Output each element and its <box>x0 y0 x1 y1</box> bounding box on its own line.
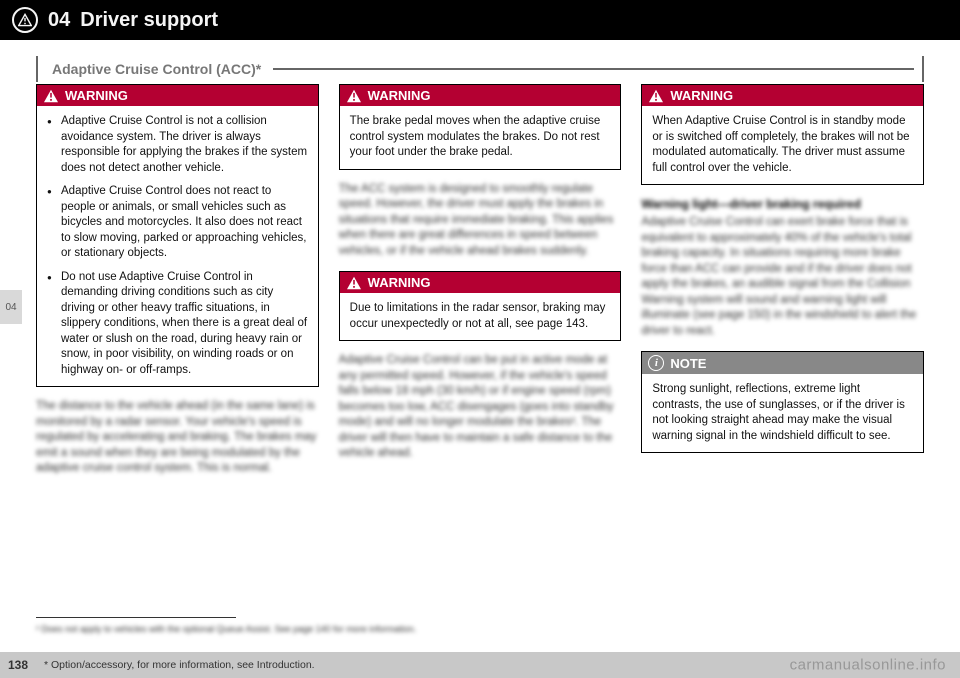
chapter-number: 04 <box>48 9 70 32</box>
subheading: Warning light—driver braking required <box>641 197 924 211</box>
info-icon: i <box>648 355 664 371</box>
warning-box-1: WARNING Adaptive Cruise Control is not a… <box>36 84 319 387</box>
warning-bullet: Do not use Adaptive Cruise Control in de… <box>47 270 308 379</box>
warning-label: WARNING <box>65 88 128 103</box>
warning-triangle-icon <box>346 276 362 290</box>
body-paragraph: Adaptive Cruise Control can be put in ac… <box>339 353 622 462</box>
chapter-title: Driver support <box>80 9 218 32</box>
footer-note: * Option/accessory, for more information… <box>36 652 960 678</box>
note-body: Strong sunlight, reflections, extreme li… <box>642 374 923 452</box>
body-paragraph: The ACC system is designed to smoothly r… <box>339 182 622 260</box>
header-warning-icon <box>12 7 38 33</box>
page-footer: 138 * Option/accessory, for more informa… <box>0 652 960 678</box>
column-1: WARNING Adaptive Cruise Control is not a… <box>36 84 319 618</box>
note-label: NOTE <box>670 356 706 371</box>
warning-bullet: Adaptive Cruise Control does not react t… <box>47 184 308 262</box>
warning-body: When Adaptive Cruise Control is in stand… <box>642 106 923 184</box>
warning-body: The brake pedal moves when the adaptive … <box>340 106 621 169</box>
section-title: Adaptive Cruise Control (ACC)* <box>46 61 267 77</box>
column-3: WARNING When Adaptive Cruise Control is … <box>641 84 924 618</box>
warning-header: WARNING <box>37 85 318 106</box>
section-title-bar: Adaptive Cruise Control (ACC)* <box>36 56 924 82</box>
warning-header: WARNING <box>642 85 923 106</box>
page-number: 138 <box>0 652 36 678</box>
note-header: i NOTE <box>642 352 923 374</box>
body-paragraph: Adaptive Cruise Control can exert brake … <box>641 215 924 339</box>
warning-triangle-icon <box>346 89 362 103</box>
body-paragraph: The distance to the vehicle ahead (in th… <box>36 399 319 477</box>
warning-triangle-icon <box>43 89 59 103</box>
warning-bullet: Adaptive Cruise Control is not a collisi… <box>47 114 308 176</box>
warning-body: Due to limitations in the radar sensor, … <box>340 293 621 340</box>
section-bar-line <box>273 68 914 70</box>
warning-header: WARNING <box>340 272 621 293</box>
warning-box-3: WARNING When Adaptive Cruise Control is … <box>641 84 924 185</box>
watermark: carmanualsonline.info <box>790 657 946 674</box>
warning-label: WARNING <box>670 88 733 103</box>
warning-box-2a: WARNING The brake pedal moves when the a… <box>339 84 622 170</box>
note-box: i NOTE Strong sunlight, reflections, ext… <box>641 351 924 453</box>
warning-header: WARNING <box>340 85 621 106</box>
side-chapter-tab: 04 <box>0 290 22 324</box>
warning-label: WARNING <box>368 275 431 290</box>
footnote-divider <box>36 617 236 618</box>
warning-triangle-icon <box>648 89 664 103</box>
warning-label: WARNING <box>368 88 431 103</box>
column-2: WARNING The brake pedal moves when the a… <box>339 84 622 618</box>
warning-box-2b: WARNING Due to limitations in the radar … <box>339 271 622 341</box>
content-columns: WARNING Adaptive Cruise Control is not a… <box>36 84 924 618</box>
footer-note-text: * Option/accessory, for more information… <box>44 659 315 671</box>
warning-body: Adaptive Cruise Control is not a collisi… <box>37 106 318 386</box>
footnote-text: ² Does not apply to vehicles with the op… <box>36 624 416 634</box>
chapter-header: 04 Driver support <box>0 0 960 40</box>
